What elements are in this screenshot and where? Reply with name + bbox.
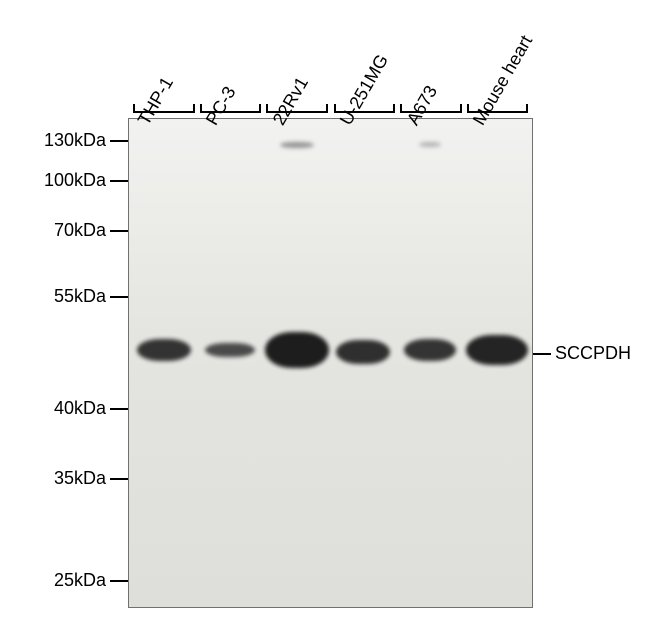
lane-bracket-tick — [193, 104, 195, 111]
marker-label: 35kDa — [0, 468, 106, 489]
band — [336, 340, 390, 364]
lane-bracket-tick — [400, 104, 402, 111]
target-tick — [533, 353, 551, 355]
band — [466, 335, 528, 365]
marker-label: 55kDa — [0, 286, 106, 307]
marker-label: 100kDa — [0, 170, 106, 191]
band — [265, 332, 329, 368]
band — [404, 339, 456, 361]
lane-bracket-tick — [259, 104, 261, 111]
marker-label: 70kDa — [0, 220, 106, 241]
lane-bracket — [200, 111, 261, 113]
lane-bracket-tick — [467, 104, 469, 111]
marker-tick — [110, 408, 128, 410]
band — [205, 343, 255, 357]
western-blot-figure: THP-1 PC-3 22Rv1 U-251MG A673 Mouse hear… — [0, 0, 650, 635]
lane-bracket-tick — [326, 104, 328, 111]
marker-label: 40kDa — [0, 398, 106, 419]
lane-bracket-tick — [393, 104, 395, 111]
band — [419, 142, 441, 147]
lane-bracket-tick — [133, 104, 135, 111]
lane-bracket-tick — [266, 104, 268, 111]
band — [280, 142, 314, 148]
blot-membrane — [128, 118, 533, 608]
lane-bracket — [467, 111, 528, 113]
lane-bracket-tick — [460, 104, 462, 111]
target-label: SCCPDH — [555, 343, 631, 364]
lane-bracket — [266, 111, 328, 113]
lane-bracket — [133, 111, 195, 113]
marker-tick — [110, 478, 128, 480]
marker-tick — [110, 296, 128, 298]
lane-bracket-tick — [200, 104, 202, 111]
lane-bracket — [400, 111, 462, 113]
marker-tick — [110, 140, 128, 142]
marker-tick — [110, 180, 128, 182]
lane-bracket-tick — [334, 104, 336, 111]
lane-label-5: Mouse heart — [469, 32, 537, 129]
marker-label: 130kDa — [0, 130, 106, 151]
marker-tick — [110, 580, 128, 582]
lane-bracket-tick — [526, 104, 528, 111]
band — [137, 339, 191, 361]
marker-tick — [110, 230, 128, 232]
marker-label: 25kDa — [0, 570, 106, 591]
lane-bracket — [334, 111, 395, 113]
